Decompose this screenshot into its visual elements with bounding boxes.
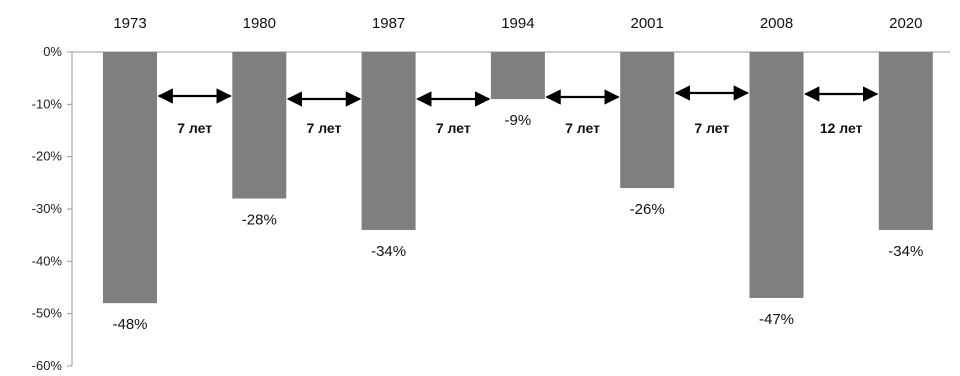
interval-label: 7 лет [436,120,471,136]
data-label: -34% [888,243,923,260]
data-label: -26% [630,201,665,218]
data-label: -48% [112,316,147,333]
category-label: 1980 [243,15,276,32]
y-axis: 0% -10% -20% -30% -40% -50% -60% [32,44,950,373]
y-tick-label: -10% [32,96,63,111]
y-tick-label: -30% [32,201,63,216]
interval-label: 7 лет [694,120,729,136]
data-label: -28% [242,212,277,229]
labels: 1973 -48% 1980 -28% 1987 -34% 1994 -9% 2001 -26% 2… [112,15,923,333]
bar-1994 [490,52,545,100]
y-tick-label: -50% [32,306,63,321]
bar-2020 [878,52,933,230]
category-label: 1994 [501,15,534,32]
category-label: 2020 [889,15,922,32]
category-label: 1987 [372,15,405,32]
y-tick-label: 0% [43,44,62,59]
category-label: 1973 [113,15,146,32]
data-label: -47% [759,311,794,328]
data-label: -9% [505,112,532,129]
y-tick-label: -60% [32,358,63,373]
y-tick-label: -20% [32,149,63,164]
category-label: 2008 [760,15,793,32]
bar-1980 [232,52,287,199]
interval-label: 12 лет [820,120,863,136]
bars [103,52,933,304]
bar-2001 [620,52,675,189]
bar-1973 [103,52,157,304]
data-label: -34% [371,243,406,260]
interval-label: 7 лет [565,120,600,136]
interval-annotations: 7 лет 7 лет 7 лет 7 лет 7 лет 12 лет [157,85,879,136]
y-tick-label: -40% [32,253,63,268]
bar-1987 [361,52,416,230]
bar-2008 [749,52,804,298]
interval-label: 7 лет [177,120,212,136]
category-label: 2001 [631,15,664,32]
interval-label: 7 лет [307,120,342,136]
